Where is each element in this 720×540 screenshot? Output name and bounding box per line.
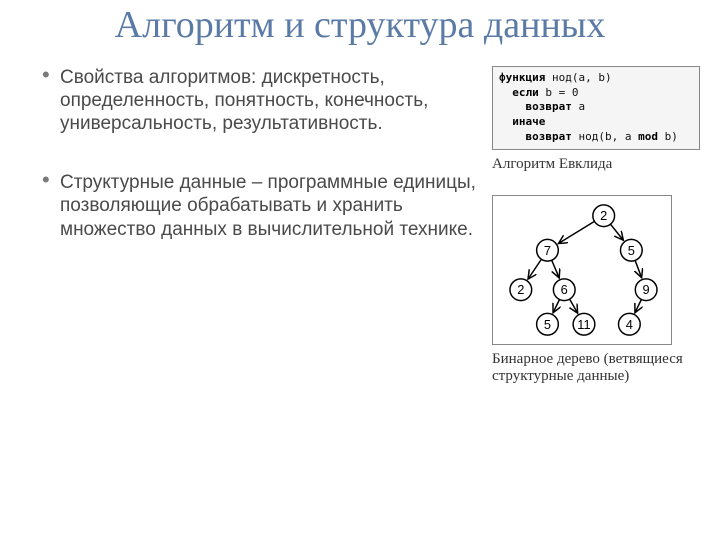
tree-edge	[635, 300, 641, 313]
code-text: b)	[658, 130, 678, 143]
content-row: Свойства алгоритмов: дискретность, опред…	[0, 56, 720, 386]
code-kw: иначе	[512, 115, 545, 128]
code-text: нод(b, a	[572, 130, 638, 143]
code-text: a	[572, 100, 585, 113]
code-kw: если	[512, 86, 539, 99]
tree-node-label: 2	[600, 208, 607, 223]
code-kw: функция	[499, 71, 545, 84]
tree-edge	[570, 299, 578, 313]
tree-svg: 2 7 5 2 6 9 5 11 4	[493, 196, 671, 344]
tree-edge	[610, 224, 623, 240]
code-box: функция нод(a, b) если b = 0 возврат a и…	[492, 66, 700, 150]
page-title: Алгоритм и структура данных	[0, 0, 720, 56]
figures-column: функция нод(a, b) если b = 0 возврат a и…	[492, 66, 700, 386]
tree-edge	[558, 222, 594, 244]
list-item: Свойства алгоритмов: дискретность, опред…	[38, 66, 480, 136]
code-figure: функция нод(a, b) если b = 0 возврат a и…	[492, 66, 700, 173]
text-column: Свойства алгоритмов: дискретность, опред…	[20, 66, 480, 386]
code-kw: возврат	[526, 100, 572, 113]
tree-node-label: 6	[561, 282, 568, 297]
code-kw: mod	[638, 130, 658, 143]
tree-node-label: 7	[544, 243, 551, 258]
tree-caption: Бинарное дерево (ветвящиеся структурные …	[492, 351, 700, 386]
tree-edge	[552, 260, 560, 278]
tree-node-label: 5	[544, 317, 551, 332]
tree-edge	[528, 259, 541, 279]
tree-edge	[553, 300, 559, 313]
tree-edge	[635, 261, 641, 278]
code-text: нод(a, b)	[545, 71, 611, 84]
tree-node-label: 4	[626, 317, 633, 332]
code-kw: возврат	[526, 130, 572, 143]
list-item: Структурные данные – программные единицы…	[38, 171, 480, 241]
tree-node-label: 5	[628, 243, 635, 258]
code-text: b = 0	[539, 86, 579, 99]
tree-figure: 2 7 5 2 6 9 5 11 4 Бинарное дерево (ветвящиеся с…	[492, 195, 700, 386]
code-caption: Алгоритм Евклида	[492, 156, 700, 173]
tree-box: 2 7 5 2 6 9 5 11 4	[492, 195, 672, 345]
tree-node-label: 11	[577, 317, 590, 332]
tree-node-label: 2	[517, 282, 524, 297]
bullet-list: Свойства алгоритмов: дискретность, опред…	[38, 66, 480, 241]
tree-node-label: 9	[643, 282, 650, 297]
